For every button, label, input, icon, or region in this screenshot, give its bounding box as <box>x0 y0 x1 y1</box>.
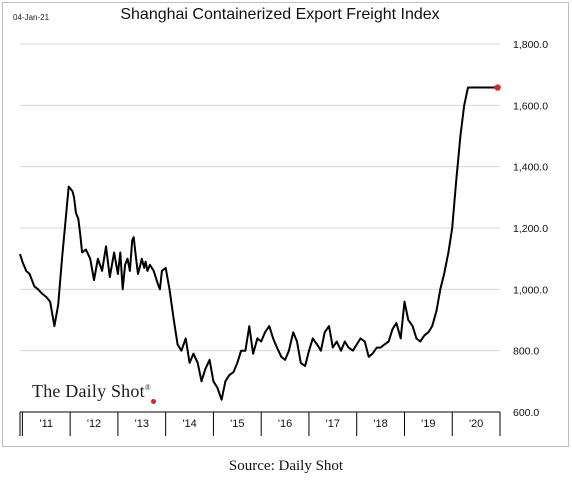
y-tick-label: 1,800.0 <box>513 39 548 51</box>
brand-dot <box>151 399 156 404</box>
x-tick-label: '15 <box>230 418 244 430</box>
x-tick-label: '16 <box>278 418 292 430</box>
y-tick-label: 1,200.0 <box>513 223 548 235</box>
x-tick-label: '18 <box>373 418 387 430</box>
chart-title: Shanghai Containerized Export Freight In… <box>120 6 440 23</box>
x-tick-label: '20 <box>469 418 483 430</box>
x-tick-label: '11 <box>40 418 54 430</box>
chart-date: 04-Jan-21 <box>13 13 50 22</box>
brand-mark: ® <box>144 383 152 392</box>
source-caption: Source: Daily Shot <box>228 458 344 474</box>
brand-name: The Daily Shot <box>32 381 145 401</box>
x-tick-label: '12 <box>87 418 101 430</box>
last-point-marker <box>494 84 501 91</box>
y-tick-label: 600.0 <box>513 407 539 419</box>
x-tick-label: '19 <box>421 418 435 430</box>
y-tick-label: 1,600.0 <box>513 100 548 112</box>
x-tick-label: '17 <box>326 418 340 430</box>
x-tick-label: '14 <box>182 418 196 430</box>
series-line <box>19 86 498 401</box>
x-tick-label: '13 <box>135 418 149 430</box>
brand-logo: The Daily Shot® <box>32 381 151 402</box>
freight-index-chart: 600.0 800.0 1,000.0 1,200.0 1,400.0 1,600.0 1,… <box>19 39 548 436</box>
y-tick-label: 800.0 <box>513 346 539 358</box>
y-tick-label: 1,000.0 <box>513 284 548 296</box>
chart-frame <box>2 2 569 447</box>
y-tick-label: 1,400.0 <box>513 162 548 174</box>
